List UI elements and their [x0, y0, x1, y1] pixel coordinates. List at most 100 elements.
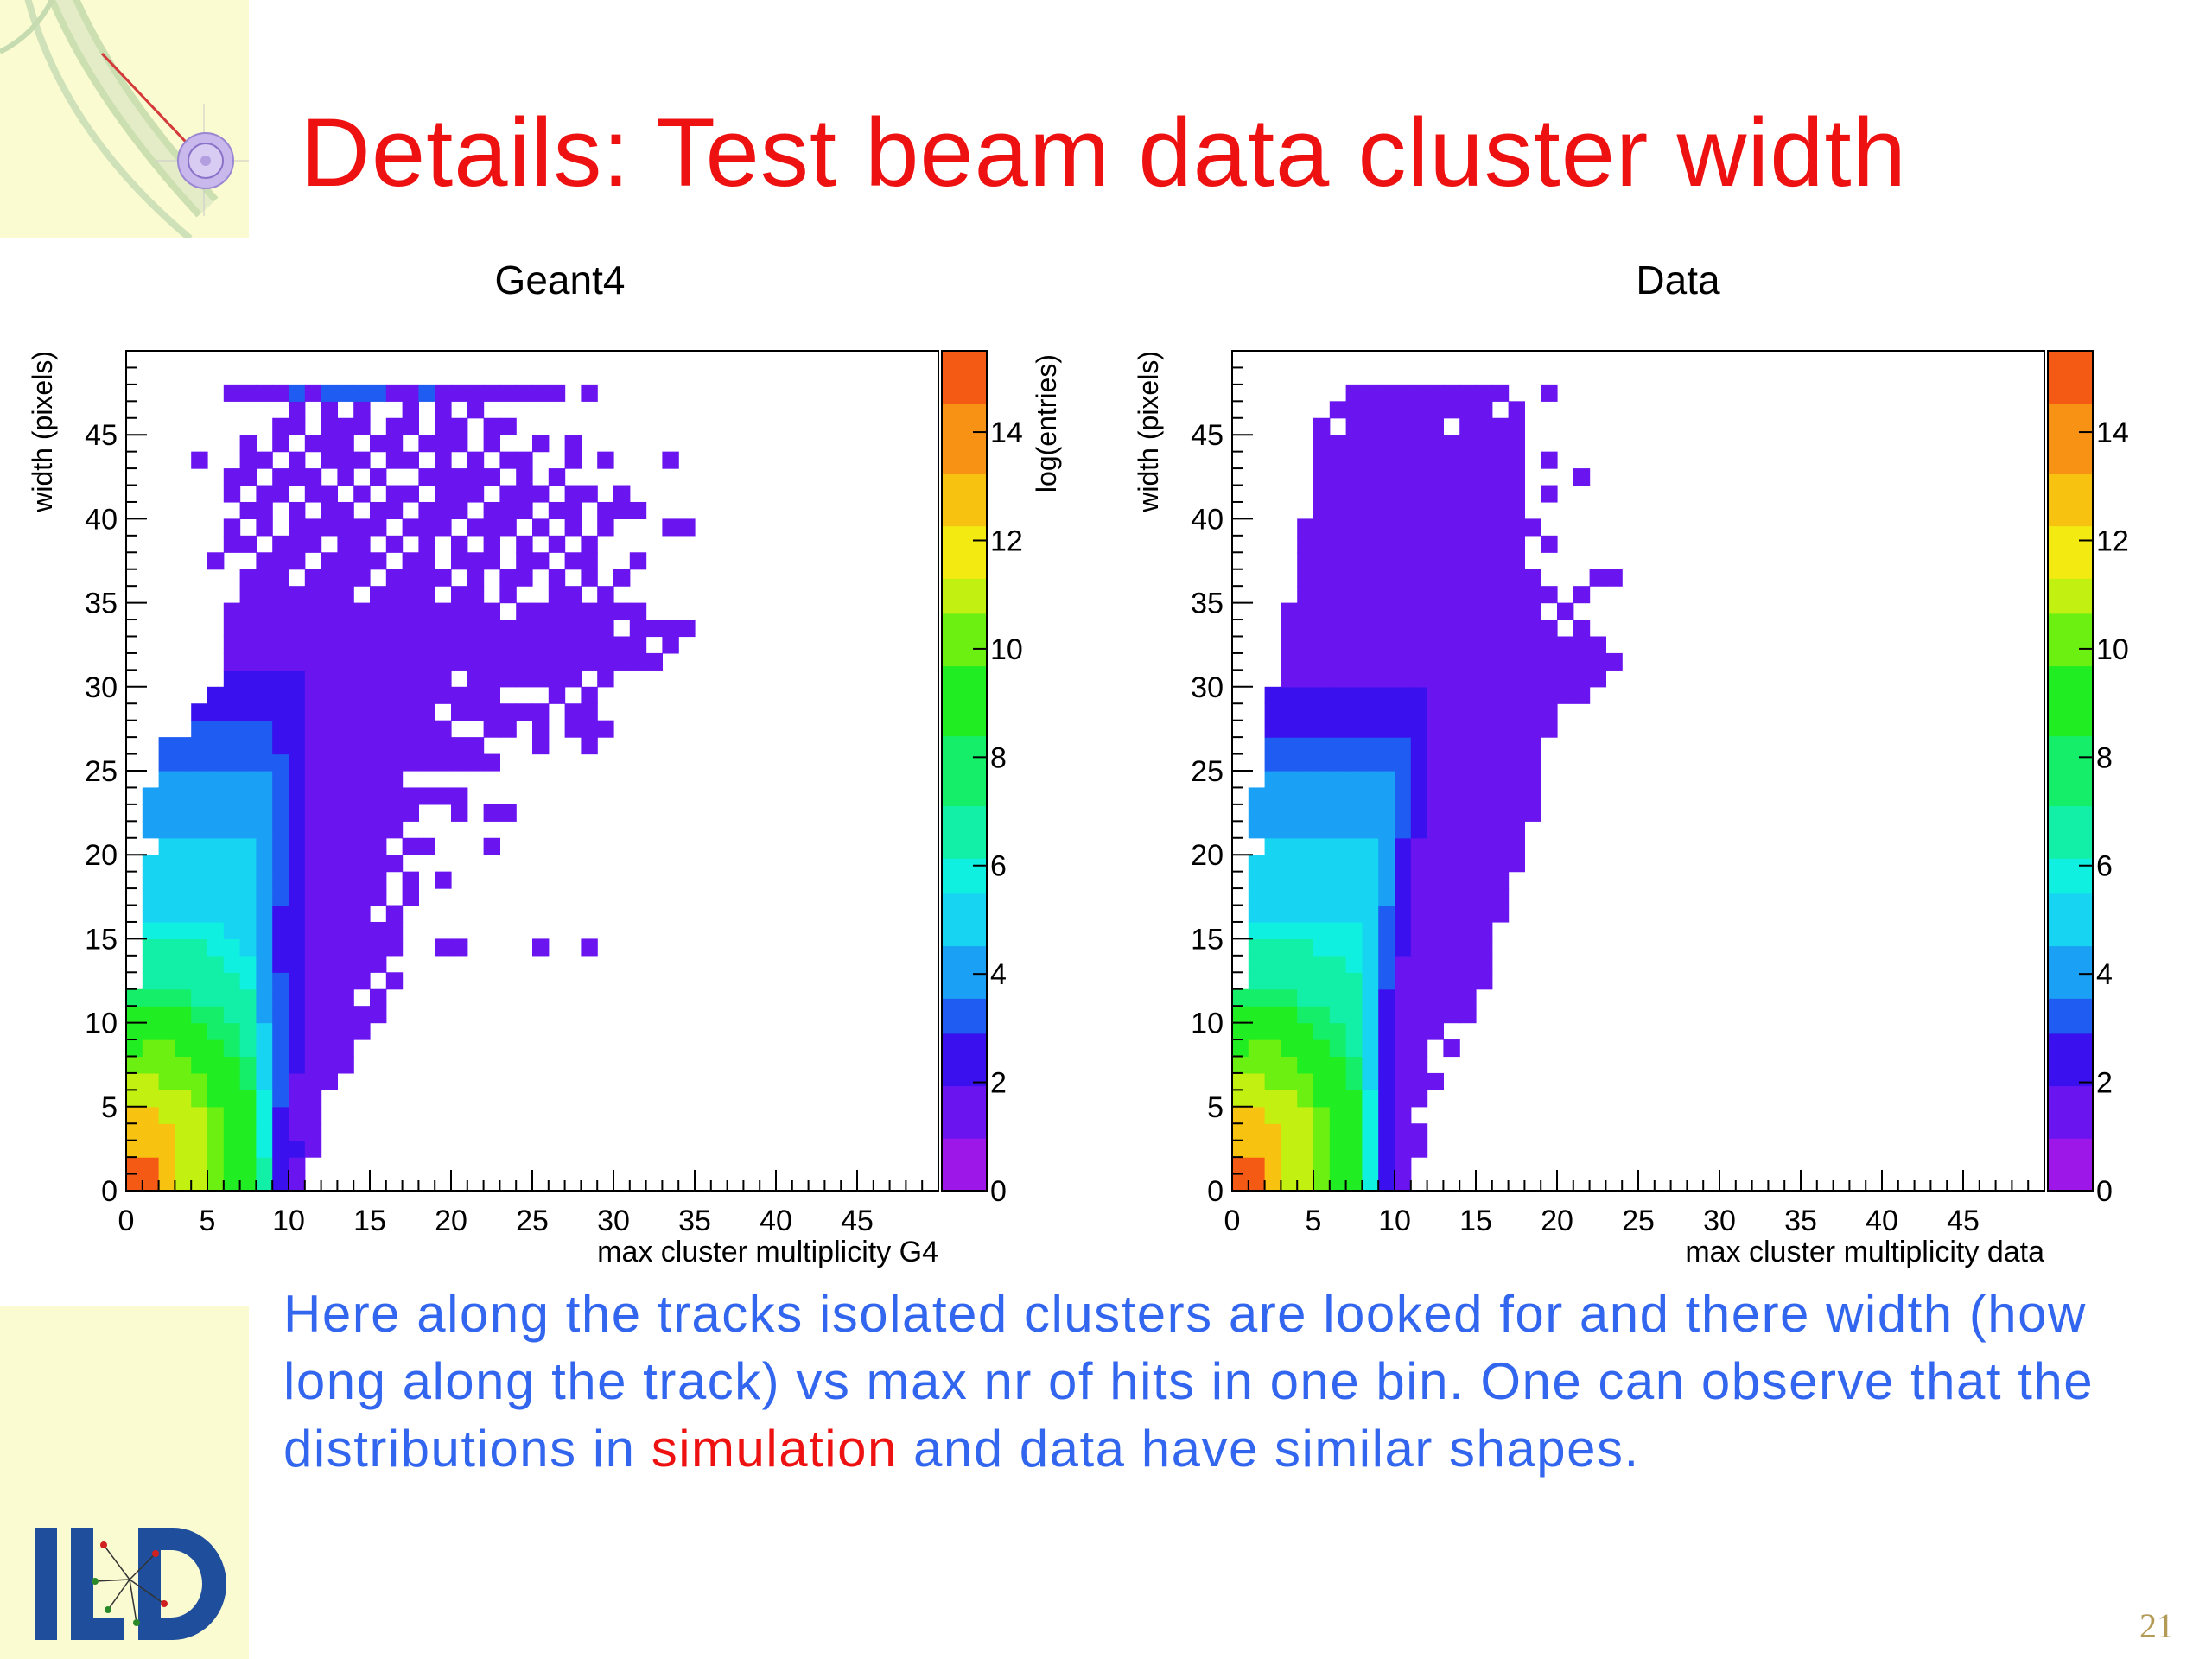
y-tick-label: 20: [85, 839, 118, 872]
heatmap-cell: [337, 855, 354, 873]
heatmap-cell: [385, 652, 404, 671]
heatmap-cell: [1443, 435, 1460, 453]
heatmap-cell: [289, 905, 306, 923]
heatmap-cell: [1264, 855, 1281, 873]
heatmap-cell: [370, 720, 387, 738]
heatmap-cell: [191, 737, 208, 755]
heatmap-cell: [1410, 602, 1428, 620]
color-scale-band: [942, 561, 987, 579]
heatmap-cell: [304, 888, 322, 906]
heatmap-cell: [256, 686, 273, 704]
x-tick-label: 0: [1224, 1205, 1241, 1237]
heatmap-cell: [321, 921, 338, 939]
heatmap-cell: [613, 501, 631, 519]
heatmap-cell: [516, 569, 533, 587]
heatmap-cell: [467, 569, 485, 587]
heatmap-cell: [564, 552, 582, 570]
heatmap-cell: [662, 636, 679, 654]
x-tick-label: 10: [1378, 1205, 1411, 1237]
heatmap-cell: [516, 384, 533, 402]
heatmap-cell: [1491, 720, 1510, 738]
heatmap-cell: [1476, 569, 1493, 587]
heatmap-cell: [223, 535, 241, 553]
heatmap-cell: [451, 602, 468, 620]
heatmap-cell: [613, 652, 631, 671]
heatmap-cell: [1329, 1039, 1347, 1058]
heatmap-cell: [337, 804, 354, 822]
heatmap-cell: [1248, 988, 1266, 1007]
heatmap-cell: [1427, 636, 1444, 654]
heatmap-cell: [1491, 417, 1510, 435]
heatmap-cell: [1443, 569, 1460, 587]
color-scale-band: [2048, 893, 2093, 912]
color-scale-band: [2048, 945, 2093, 964]
heatmap-cell: [1329, 888, 1347, 906]
heatmap-cell: [1378, 620, 1395, 638]
color-scale-band: [942, 893, 987, 912]
heatmap-cell: [516, 535, 533, 553]
heatmap-cell: [483, 468, 500, 486]
heatmap-cell: [1378, 1006, 1395, 1024]
heatmap-cell: [402, 636, 419, 654]
heatmap-cell: [1508, 753, 1525, 772]
heatmap-cell: [1476, 501, 1493, 519]
x-tick-label: 45: [1947, 1205, 1980, 1237]
heatmap-cell: [1313, 921, 1331, 939]
heatmap-cell: [207, 1123, 225, 1141]
y-tick-label: 45: [85, 419, 118, 452]
color-scale-band: [942, 735, 987, 754]
heatmap-cell: [353, 787, 371, 805]
heatmap-cell: [1459, 972, 1477, 990]
color-scale-band: [942, 875, 987, 894]
heatmap-cell: [304, 535, 322, 553]
heatmap-cell: [1476, 905, 1493, 923]
body-text-part-1: Here along the tracks isolated clusters …: [283, 1285, 2094, 1478]
heatmap-cell: [239, 1072, 257, 1090]
heatmap-cell: [239, 938, 257, 957]
heatmap-cell: [370, 804, 387, 822]
heatmap-cell: [435, 938, 452, 957]
heatmap-cell: [1508, 485, 1525, 503]
heatmap-cell: [499, 703, 517, 721]
heatmap-cell: [1378, 821, 1395, 839]
heatmap-cell: [304, 468, 322, 486]
heatmap-cell: [337, 737, 354, 755]
heatmap-cell: [272, 720, 289, 738]
heatmap-cell: [418, 435, 435, 453]
heatmap-cell: [207, 888, 225, 906]
heatmap-cell: [272, 1106, 289, 1124]
heatmap-cell: [402, 552, 419, 570]
heatmap-cell: [1491, 485, 1510, 503]
heatmap-cell: [272, 905, 289, 923]
heatmap-cell: [1427, 804, 1444, 822]
heatmap-cell: [370, 855, 387, 873]
color-scale-bands: [942, 351, 987, 1192]
heatmap-cell: [1297, 821, 1314, 839]
heatmap-cell: [289, 652, 306, 671]
heatmap-cell: [1459, 620, 1477, 638]
heatmap-cell: [1476, 602, 1493, 620]
heatmap-cell: [564, 501, 582, 519]
heatmap-cell: [483, 435, 500, 453]
heatmap-cell: [385, 384, 404, 402]
heatmap-cell: [1459, 569, 1477, 587]
heatmap-cell: [385, 686, 404, 704]
ild-logo-icon: [35, 1528, 233, 1644]
heatmap-cell: [1362, 938, 1379, 957]
heatmap-cell: [597, 602, 614, 620]
heatmap-cell: [304, 955, 322, 973]
heatmap-cell: [451, 686, 468, 704]
heatmap-cell: [1345, 771, 1363, 789]
heatmap-cell: [1573, 636, 1591, 654]
heatmap-cell: [1297, 535, 1314, 553]
heatmap-cell: [272, 552, 289, 570]
heatmap-cell: [1459, 938, 1477, 957]
heatmap-cell: [1459, 804, 1477, 822]
heatmap-cell: [1410, 871, 1428, 889]
color-scale-band: [942, 1015, 987, 1034]
heatmap-cell: [142, 1090, 160, 1108]
heatmap-cell: [1313, 485, 1331, 503]
heatmap-cell: [239, 1039, 257, 1058]
heatmap-cell: [564, 720, 582, 738]
heatmap-cell: [1378, 1106, 1395, 1124]
